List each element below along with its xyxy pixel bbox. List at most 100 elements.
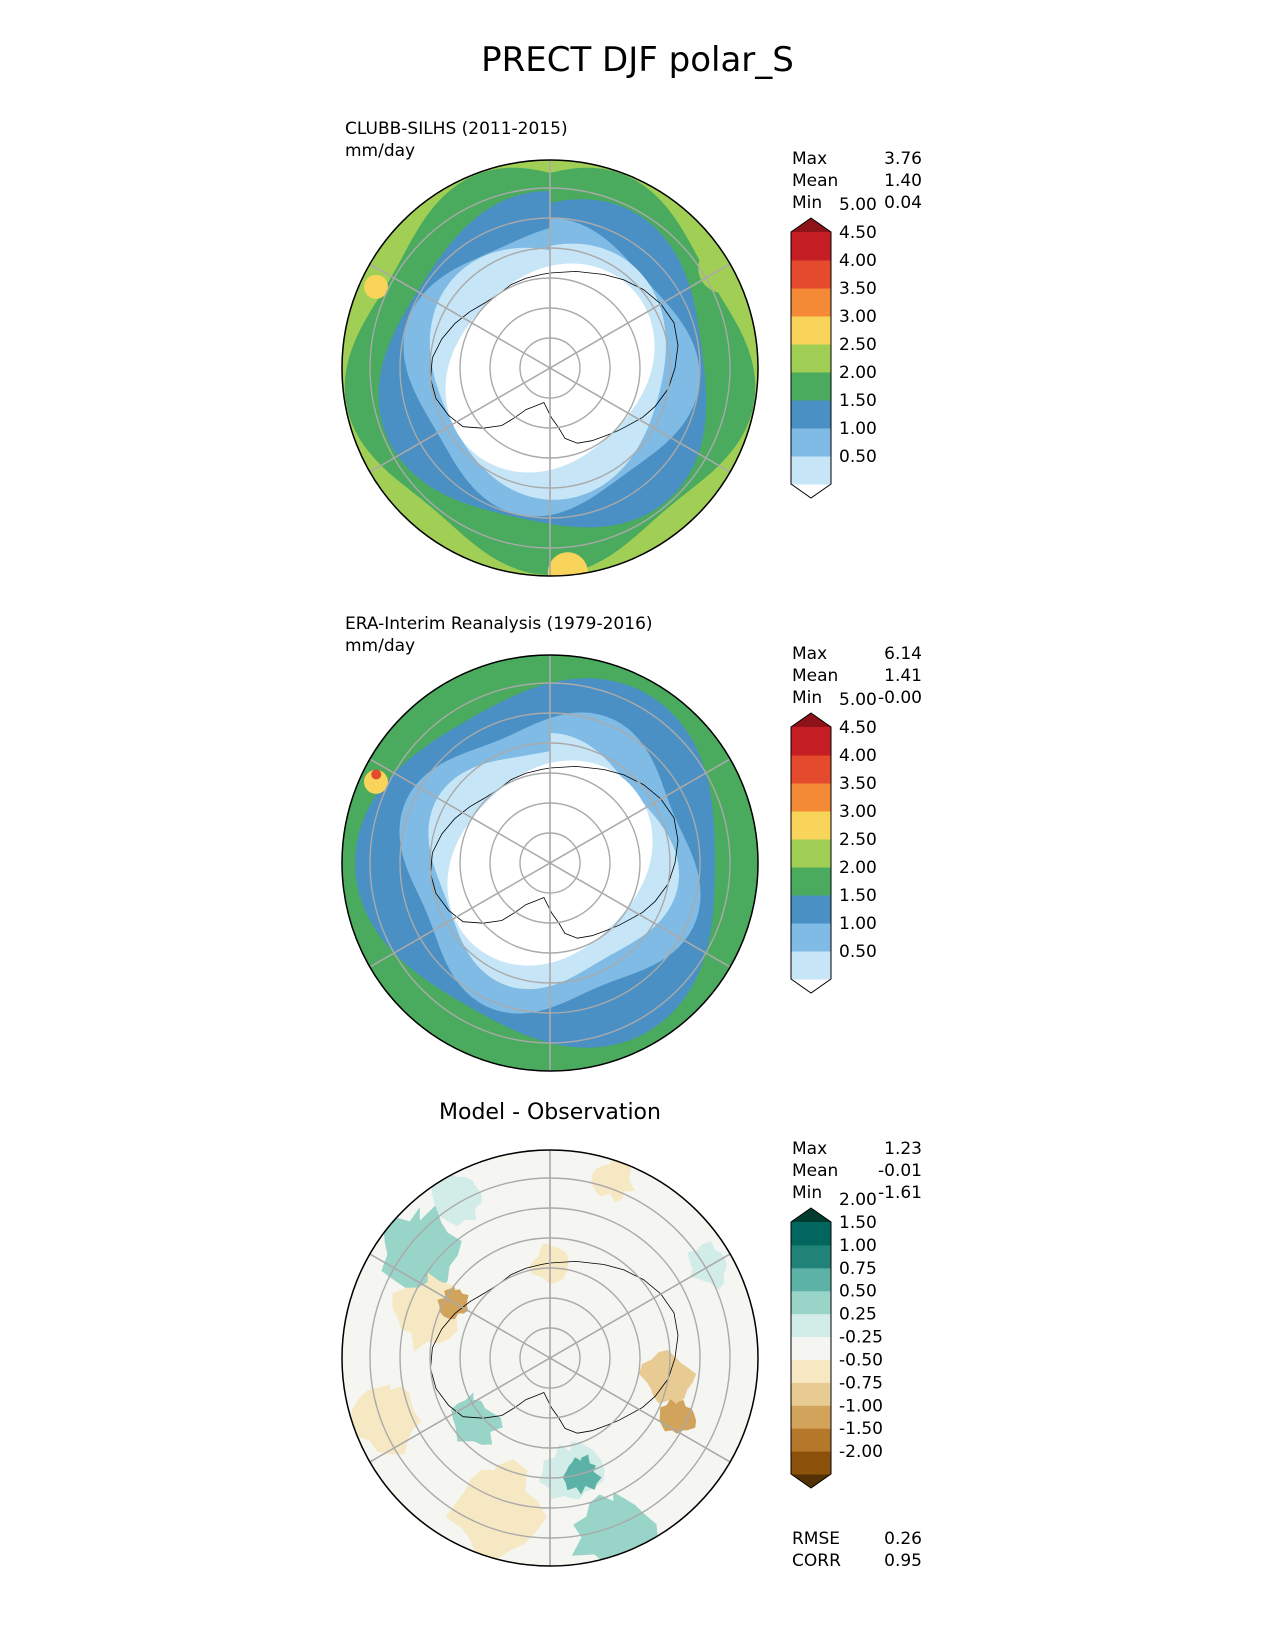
stat-max: 3.76: [884, 149, 922, 169]
anomaly-patch: [437, 1287, 469, 1320]
anomaly-patch: [591, 1157, 636, 1203]
precip-spot: [363, 769, 388, 794]
figure-title: PRECT DJF polar_S: [481, 40, 794, 80]
colorbar-segment: [791, 344, 831, 373]
colorbar-tick-label: 1.00: [839, 914, 877, 934]
colorbar-segment: [791, 895, 831, 924]
colorbar-outline: [790, 712, 832, 994]
colorbar-segment: [791, 867, 831, 896]
rmse-value: 0.26: [884, 1529, 922, 1549]
polar-map: [341, 159, 759, 577]
stat-min-label: Min: [792, 688, 823, 708]
colorbar-tick-label: -0.75: [839, 1373, 883, 1393]
meridian-line: [369, 758, 551, 864]
colorbar-tick-label: 1.50: [839, 886, 877, 906]
panel-unit: mm/day: [345, 141, 416, 161]
anomaly-patch: [451, 1392, 503, 1445]
map-boundary: [341, 654, 759, 1072]
precip-spot: [363, 274, 388, 299]
rmse-label: RMSE: [792, 1529, 841, 1549]
coastline: [430, 270, 679, 444]
stat-max: 1.23: [884, 1139, 922, 1159]
colorbar-tick-label: 4.50: [839, 718, 877, 738]
precip-spot: [547, 552, 588, 576]
stat-mean-label: Mean: [792, 171, 839, 191]
coastline: [430, 765, 679, 939]
colorbar-segment: [791, 1290, 831, 1315]
colorbar-tick-label: 4.00: [839, 251, 877, 271]
colorbar-tick-label: 3.00: [839, 802, 877, 822]
precip-spot: [371, 769, 382, 780]
stat-min: -0.00: [878, 688, 922, 708]
corr-value: 0.95: [884, 1551, 922, 1571]
panel-difference: Model - Observation Max 1.23 Mean -0.01 Mi…: [0, 1100, 1275, 1578]
stats-block: Max 3.76 Mean 1.40 Min 0.04: [792, 148, 922, 214]
colorbar-extend-low: [791, 484, 831, 498]
colorbar-segment: [791, 288, 831, 317]
metrics-block: RMSE 0.26 CORR 0.95: [792, 1528, 922, 1572]
colorbar-tick-label: 1.00: [839, 1236, 877, 1256]
colorbar-tick-label: 0.50: [839, 942, 877, 962]
colorbar-segment: [791, 1244, 831, 1269]
colorbar-tick-label: 1.50: [839, 391, 877, 411]
colorbar-tick-label: -0.50: [839, 1350, 883, 1370]
colorbar-segment: [791, 923, 831, 952]
stat-mean: 1.41: [884, 666, 922, 686]
meridian-line: [549, 263, 731, 369]
colorbar-segment: [791, 316, 831, 345]
colorbar-segment: [791, 1313, 831, 1338]
colorbar-tick-label: 3.50: [839, 279, 877, 299]
meridian-line: [369, 263, 551, 369]
colorbar-tick-label: 0.25: [839, 1305, 877, 1325]
colorbar-segment: [791, 1336, 831, 1360]
corr-label: CORR: [792, 1551, 841, 1571]
stats-block: Max 6.14 Mean 1.41 Min -0.00: [792, 643, 922, 709]
colorbar-tick-label: 3.50: [839, 774, 877, 794]
panel-title: ERA-Interim Reanalysis (1979-2016): [345, 614, 653, 634]
colorbar-tick-label: 2.00: [839, 1190, 877, 1210]
colorbar-extend-high: [791, 1208, 831, 1222]
polar-map: [341, 1149, 759, 1567]
colorbar-tick-label: 1.00: [839, 419, 877, 439]
meridian-line: [369, 862, 551, 968]
stats-block: Max 1.23 Mean -0.01 Min -1.61: [792, 1138, 922, 1204]
colorbar-tick-label: 4.50: [839, 223, 877, 243]
colorbar-segment: [791, 755, 831, 784]
colorbar-outline: [790, 217, 832, 499]
colorbar-segment: [791, 232, 831, 261]
colorbar-segment: [791, 1359, 831, 1383]
colorbar-segment: [791, 951, 831, 980]
meridian-line: [369, 367, 551, 473]
colorbar-segment: [791, 811, 831, 840]
colorbar-extend-high: [791, 218, 831, 232]
colorbar-segment: [791, 428, 831, 457]
stat-min-label: Min: [792, 1183, 823, 1203]
anomaly-patch: [687, 1240, 727, 1290]
colorbar-extend-low: [791, 979, 831, 993]
colorbar: -2.00 -1.50 -1.00 -0.75 -0.50-0.25 0.25 0.50 0.…: [790, 1190, 883, 1489]
anomaly-patch: [528, 1243, 569, 1285]
meridian-line: [369, 1253, 551, 1359]
anomaly-patch: [562, 1454, 602, 1495]
stat-mean-label: Mean: [792, 666, 839, 686]
stat-max-label: Max: [792, 644, 828, 664]
colorbar-segment: [791, 456, 831, 485]
stat-max-label: Max: [792, 1139, 828, 1159]
map-boundary: [341, 1149, 759, 1567]
meridian-line: [549, 367, 731, 473]
meridian-line: [549, 1357, 731, 1463]
colorbar-tick-label: 2.50: [839, 335, 877, 355]
panel-observation: ERA-Interim Reanalysis (1979-2016) mm/da…: [0, 613, 1275, 1083]
colorbar-tick-label: 2.50: [839, 830, 877, 850]
colorbar-tick-label: 3.00: [839, 307, 877, 327]
colorbar-segment: [791, 727, 831, 756]
stat-mean-label: Mean: [792, 1161, 839, 1181]
colorbar-segment: [791, 1451, 831, 1475]
colorbar: 0.50 1.00 1.50 2.00 2.50 3.00 3.50 4.00 4.50 5.00: [790, 195, 877, 499]
stat-mean: 1.40: [884, 171, 922, 191]
colorbar-segment: [791, 1382, 831, 1406]
meridian-line: [549, 1253, 731, 1359]
colorbar-tick-label: 2.00: [839, 858, 877, 878]
polar-map: [341, 654, 759, 1072]
colorbar-tick-label: -1.00: [839, 1396, 883, 1416]
